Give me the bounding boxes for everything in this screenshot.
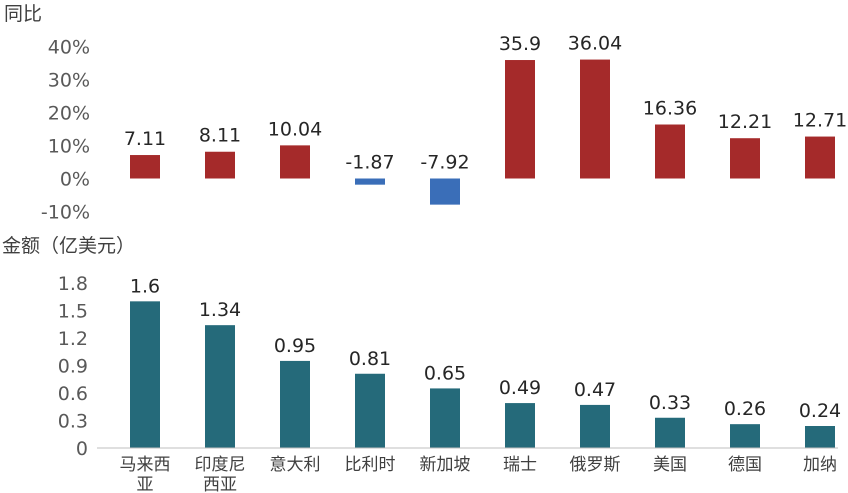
yoy-data-label: 12.21 bbox=[718, 111, 772, 133]
category-label: 俄罗斯 bbox=[570, 455, 621, 475]
yoy-bar bbox=[280, 145, 310, 179]
yoy-data-label: 12.71 bbox=[793, 110, 847, 132]
amount-bar bbox=[130, 301, 160, 448]
yoy-bar bbox=[805, 136, 835, 179]
yoy-data-label: 35.9 bbox=[499, 33, 541, 55]
category-label: 意大利 bbox=[270, 455, 321, 475]
amount-chart: 金额（亿美元） 1.8 1.5 1.2 0.9 0.6 0.3 0 1.6 1.34 0.95 0… bbox=[2, 235, 841, 493]
amount-bar bbox=[805, 426, 835, 448]
yoy-data-label: 10.04 bbox=[268, 118, 322, 140]
yoy-bar bbox=[505, 60, 535, 179]
amount-axis-title: 金额（亿美元） bbox=[2, 235, 135, 257]
amount-bar bbox=[355, 373, 385, 448]
category-label: 比利时 bbox=[345, 455, 396, 475]
category-label: 加纳 bbox=[803, 455, 837, 475]
amount-data-label: 1.34 bbox=[199, 299, 241, 321]
category-label: 亚 bbox=[137, 475, 154, 493]
category-label: 新加坡 bbox=[420, 455, 471, 475]
amount-bar bbox=[280, 360, 310, 448]
yoy-y-tick: 10% bbox=[48, 136, 90, 158]
yoy-data-label: 36.04 bbox=[568, 33, 622, 55]
amount-data-label: 1.6 bbox=[130, 275, 160, 297]
amount-y-tick: 0.9 bbox=[58, 356, 88, 378]
amount-y-tick: 1.2 bbox=[58, 328, 88, 350]
yoy-y-tick: 0% bbox=[60, 169, 90, 191]
yoy-chart: 同比 40% 30% 20% 10% 0% -10% 7.11 8.11 10.04 -1.87… bbox=[4, 3, 847, 224]
yoy-y-tick: -10% bbox=[41, 202, 90, 224]
amount-data-label: 0.47 bbox=[574, 379, 616, 401]
yoy-bar bbox=[205, 151, 235, 179]
yoy-y-tick: 30% bbox=[48, 70, 90, 92]
yoy-bar bbox=[430, 178, 460, 205]
amount-bar bbox=[655, 417, 685, 448]
category-label: 马来西 bbox=[120, 455, 171, 475]
yoy-data-label: 16.36 bbox=[643, 98, 697, 120]
yoy-axis-title: 同比 bbox=[4, 3, 42, 25]
yoy-bar bbox=[355, 178, 385, 185]
amount-data-label: 0.26 bbox=[724, 398, 766, 420]
amount-y-tick: 1.5 bbox=[58, 301, 88, 323]
amount-bar bbox=[430, 388, 460, 448]
category-label: 美国 bbox=[653, 455, 687, 475]
category-label: 德国 bbox=[728, 455, 762, 475]
yoy-bar bbox=[655, 124, 685, 179]
category-label: 印度尼 bbox=[195, 455, 246, 475]
amount-bar bbox=[505, 403, 535, 448]
amount-data-label: 0.24 bbox=[799, 400, 841, 422]
amount-y-tick: 0 bbox=[76, 438, 88, 460]
yoy-y-tick: 20% bbox=[48, 103, 90, 125]
yoy-data-label: -1.87 bbox=[345, 152, 394, 174]
category-label: 西亚 bbox=[203, 475, 237, 493]
yoy-data-label: -7.92 bbox=[420, 152, 469, 174]
amount-bar bbox=[730, 424, 760, 448]
yoy-bar bbox=[730, 138, 760, 179]
amount-y-tick: 0.6 bbox=[58, 383, 88, 405]
amount-data-label: 0.49 bbox=[499, 377, 541, 399]
amount-data-label: 0.81 bbox=[349, 348, 391, 370]
amount-data-label: 0.65 bbox=[424, 362, 466, 384]
yoy-bar bbox=[580, 59, 610, 179]
amount-data-label: 0.33 bbox=[649, 392, 691, 414]
yoy-y-tick: 40% bbox=[48, 37, 90, 59]
amount-bar bbox=[580, 404, 610, 448]
yoy-data-label: 7.11 bbox=[124, 128, 166, 150]
yoy-data-label: 8.11 bbox=[199, 125, 241, 147]
amount-y-tick: 1.8 bbox=[58, 273, 88, 295]
yoy-bar bbox=[130, 155, 160, 179]
category-label: 瑞士 bbox=[503, 455, 537, 475]
amount-bar bbox=[205, 325, 235, 448]
amount-y-tick: 0.3 bbox=[58, 411, 88, 433]
amount-data-label: 0.95 bbox=[274, 335, 316, 357]
